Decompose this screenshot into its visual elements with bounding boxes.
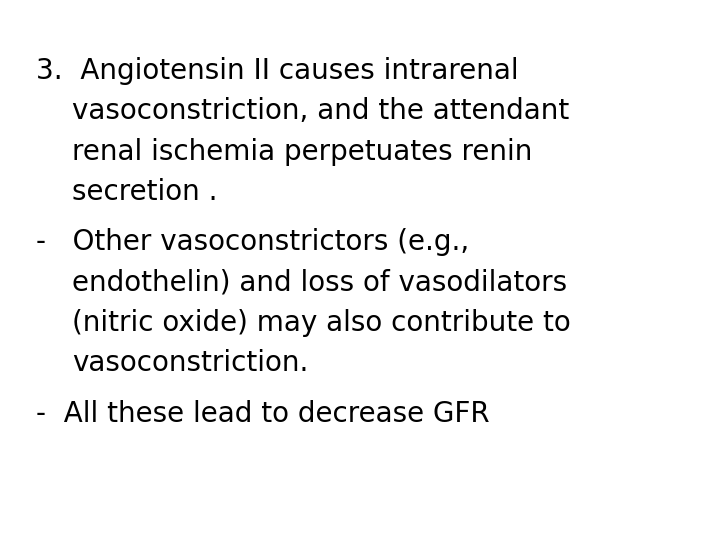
Text: 3.  Angiotensin II causes intrarenal: 3. Angiotensin II causes intrarenal <box>36 57 518 85</box>
Text: renal ischemia perpetuates renin: renal ischemia perpetuates renin <box>72 138 532 166</box>
Text: secretion .: secretion . <box>72 178 217 206</box>
Text: vasoconstriction, and the attendant: vasoconstriction, and the attendant <box>72 97 570 125</box>
Text: -   Other vasoconstrictors (e.g.,: - Other vasoconstrictors (e.g., <box>36 228 469 256</box>
Text: endothelin) and loss of vasodilators: endothelin) and loss of vasodilators <box>72 268 567 296</box>
Text: -  All these lead to decrease GFR: - All these lead to decrease GFR <box>36 400 490 428</box>
Text: (nitric oxide) may also contribute to: (nitric oxide) may also contribute to <box>72 309 571 337</box>
Text: vasoconstriction.: vasoconstriction. <box>72 349 308 377</box>
